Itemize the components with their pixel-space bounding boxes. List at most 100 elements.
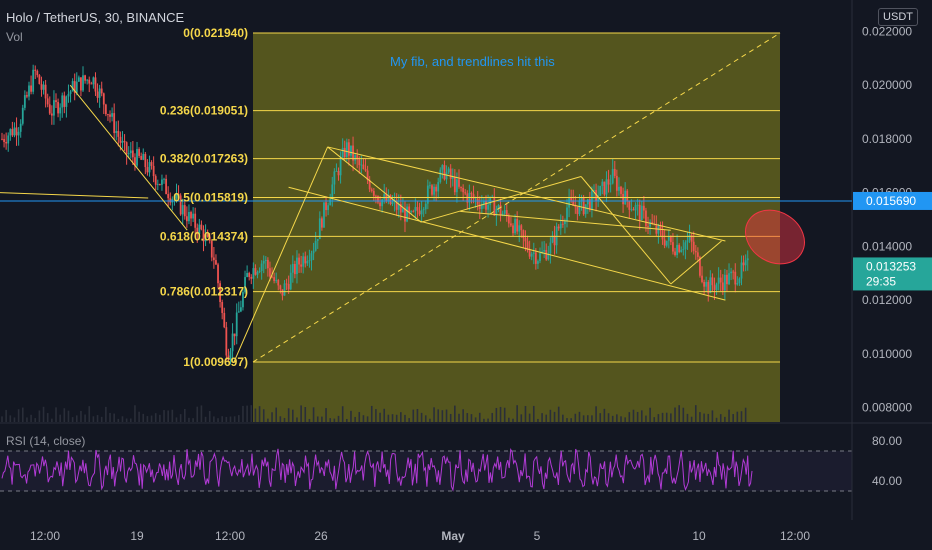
- fib-level-label: 0.236(0.019051): [160, 104, 248, 118]
- candle-body: [514, 219, 516, 234]
- candle-body: [21, 107, 24, 124]
- candle-body: [366, 170, 369, 180]
- candle-body: [557, 226, 560, 229]
- candle-body: [696, 252, 699, 257]
- candle-body: [175, 193, 178, 199]
- candle-body: [738, 278, 741, 284]
- volume-bar: [462, 409, 464, 422]
- candle-body: [381, 199, 384, 207]
- volume-bar: [375, 409, 377, 422]
- candle-body: [131, 150, 134, 158]
- volume-bar: [383, 408, 386, 422]
- candle-body: [684, 242, 687, 250]
- candle-body: [329, 199, 332, 206]
- candle-body: [196, 227, 199, 234]
- candle-body: [42, 84, 45, 90]
- candle-body: [77, 77, 80, 82]
- volume-bar: [715, 417, 718, 422]
- volume-bar: [333, 418, 336, 422]
- candle-body: [279, 285, 282, 290]
- volume-bar: [208, 411, 211, 422]
- candle-body: [638, 204, 641, 221]
- candle-body: [173, 198, 176, 200]
- volume-bar: [358, 412, 361, 422]
- candle-body: [451, 176, 454, 180]
- current-price-tag: [853, 257, 932, 291]
- volume-bar: [80, 410, 82, 422]
- volume-bar: [366, 416, 369, 422]
- volume-bar: [188, 417, 190, 422]
- volume-bar: [13, 417, 16, 422]
- hline-price-tag: [853, 191, 932, 210]
- candle-body: [67, 93, 70, 97]
- volume-bar: [38, 410, 41, 422]
- candle-body: [618, 186, 620, 191]
- candle-body: [7, 135, 10, 144]
- volume-bar: [100, 416, 103, 422]
- candle-body: [539, 253, 541, 262]
- candle-body: [90, 83, 93, 85]
- time-tick-label: 12:00: [30, 529, 60, 543]
- candle-body: [530, 253, 533, 257]
- trendline: [233, 146, 329, 363]
- volume-bar: [595, 406, 597, 422]
- candle-body: [512, 225, 514, 234]
- volume-bar: [449, 413, 452, 422]
- candle-body: [40, 83, 43, 90]
- price-tick-label: 0.008000: [862, 401, 912, 415]
- candle-body: [94, 77, 97, 92]
- candle-body: [235, 312, 238, 337]
- candle-body: [686, 240, 689, 243]
- candle-body: [464, 192, 467, 194]
- candle-body: [237, 311, 240, 313]
- candle-body: [123, 140, 126, 143]
- candle-body: [98, 88, 101, 98]
- candle-body: [734, 271, 737, 285]
- volume-bar: [682, 407, 685, 422]
- volume-bar: [379, 412, 381, 422]
- volume-bar: [225, 416, 228, 422]
- candle-body: [163, 178, 165, 180]
- volume-bar: [117, 418, 120, 422]
- candle-body: [63, 95, 66, 107]
- candle-body: [204, 234, 207, 242]
- candle-body: [580, 197, 583, 201]
- fib-trend-dashed: [252, 32, 781, 363]
- candle-body: [680, 249, 683, 253]
- candle-body: [200, 224, 203, 230]
- fib-level-label: 0.5(0.015819): [173, 190, 248, 204]
- candle-body: [144, 153, 147, 168]
- volume-bar: [740, 411, 743, 422]
- volume-bar: [192, 418, 194, 422]
- candle-body: [705, 282, 708, 287]
- candle-body: [50, 113, 53, 116]
- currency-button[interactable]: USDT: [878, 8, 918, 26]
- candle-body: [281, 289, 284, 296]
- candle-body: [38, 75, 41, 84]
- volume-bar: [150, 415, 153, 422]
- candle-body: [13, 127, 16, 136]
- candle-body: [406, 206, 408, 222]
- candle-body: [397, 204, 400, 210]
- volume-bar: [528, 413, 531, 422]
- candle-body: [545, 249, 548, 260]
- candle-body: [266, 259, 269, 269]
- hline-price-text: 0.015690: [866, 194, 916, 208]
- candle-body: [96, 91, 99, 98]
- volume-bar: [121, 416, 124, 422]
- trendlines[interactable]: [0, 32, 852, 363]
- volume-bar: [254, 408, 257, 422]
- annotation-text[interactable]: My fib, and trendlines hit this: [390, 54, 555, 69]
- candle-body: [231, 333, 234, 352]
- volume-bar: [495, 407, 498, 422]
- candle-body: [418, 210, 421, 215]
- candle-body: [564, 221, 566, 225]
- candle-body: [208, 236, 211, 241]
- volume-bar: [537, 418, 539, 422]
- volume-bar: [26, 417, 28, 422]
- volume-bar: [213, 416, 215, 422]
- time-tick-label: 5: [534, 529, 541, 543]
- rsi-series: [1, 447, 753, 492]
- candle-body: [462, 187, 465, 193]
